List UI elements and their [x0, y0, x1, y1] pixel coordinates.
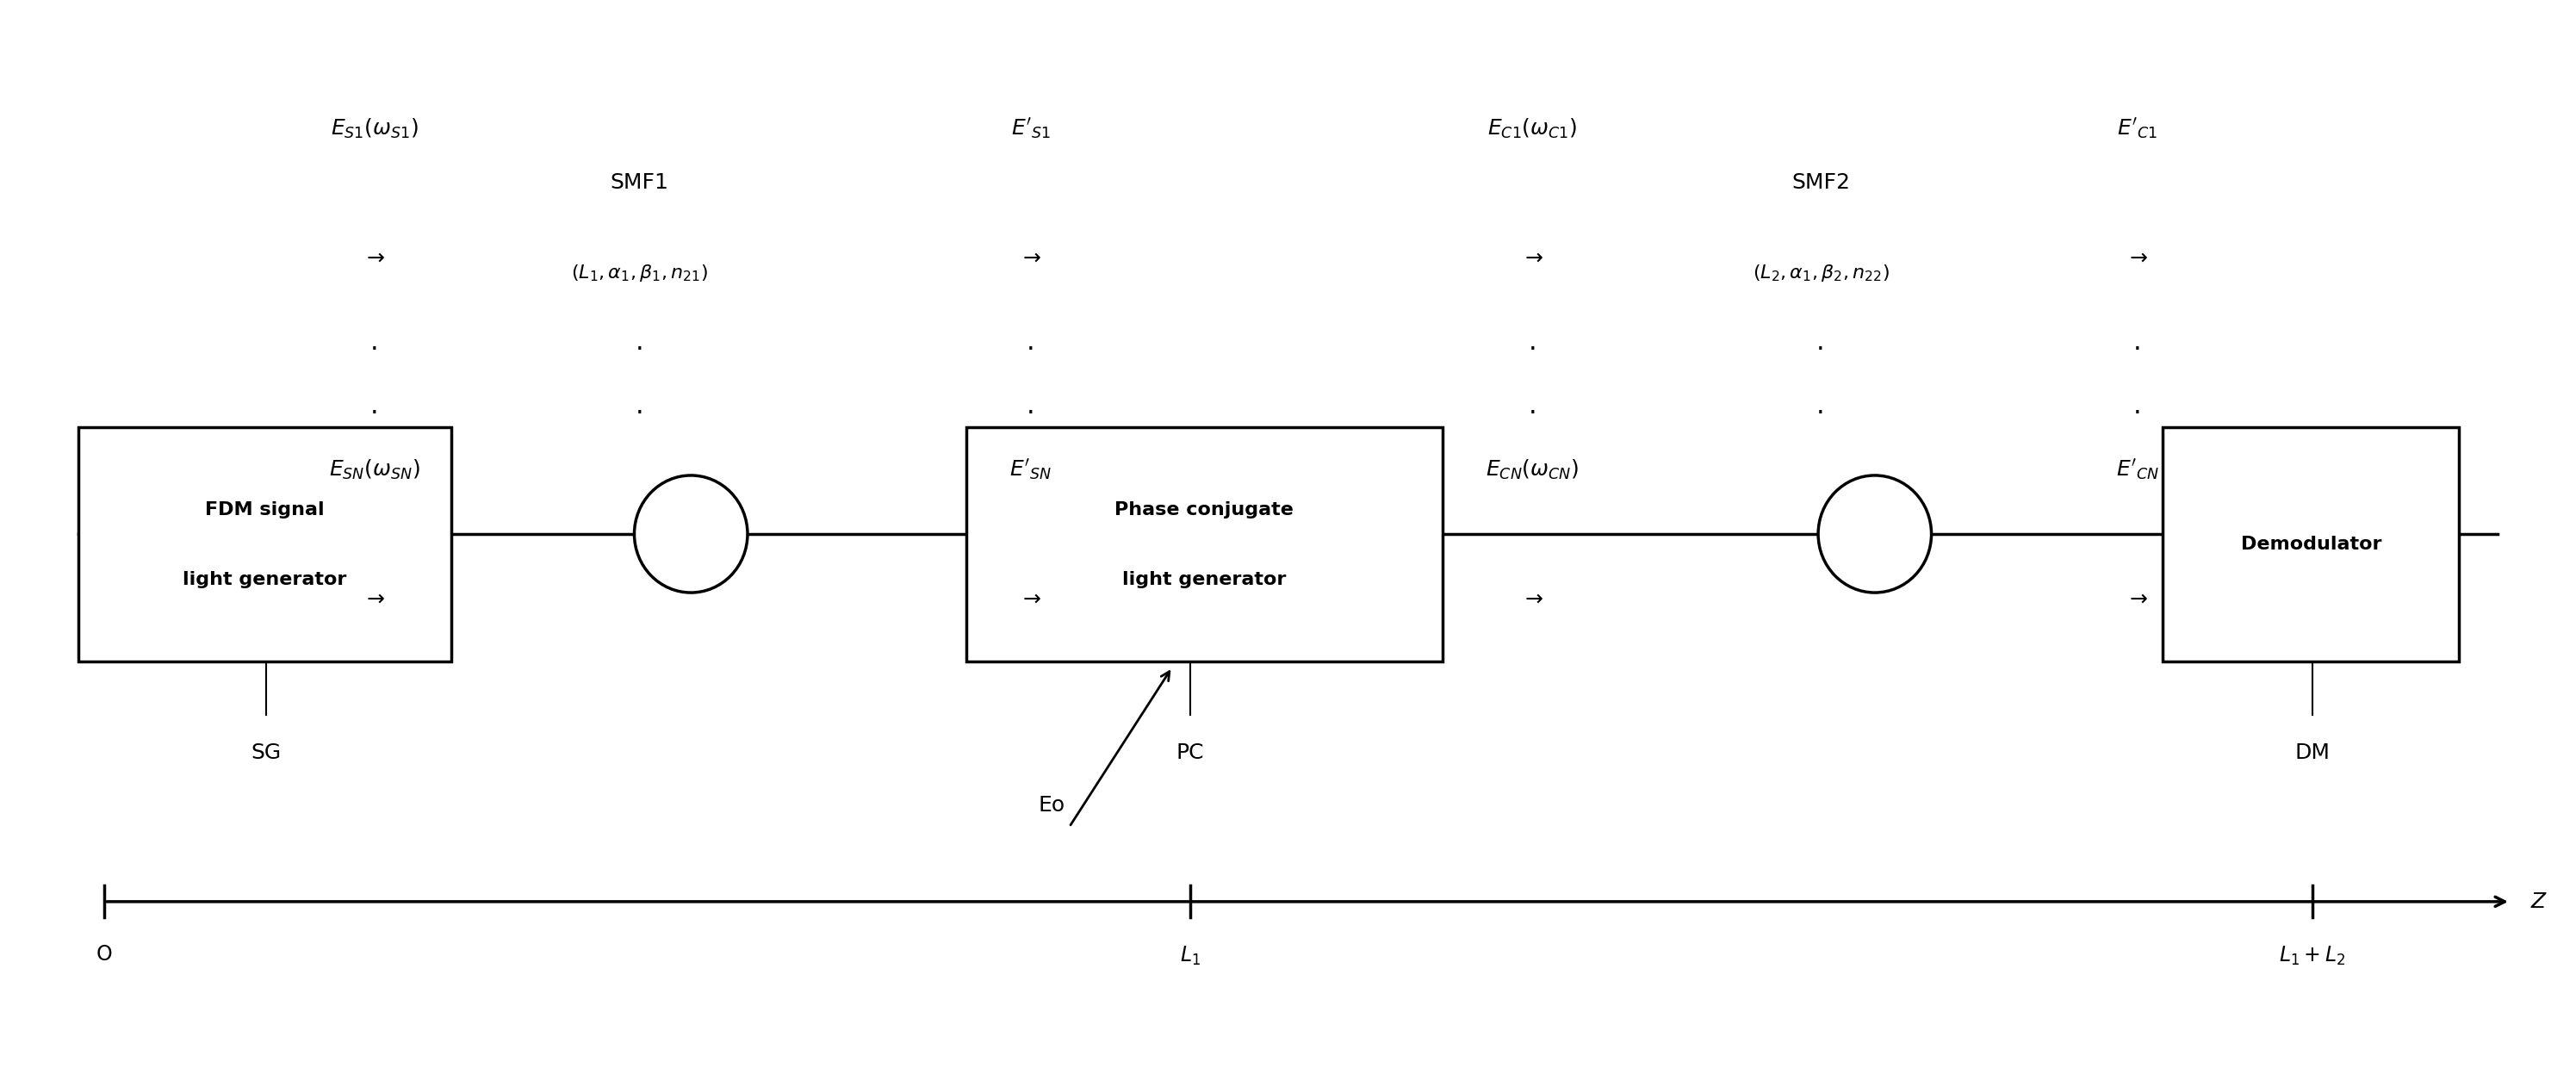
Text: $E_{CN}(\omega_{CN})$: $E_{CN}(\omega_{CN})$ [1486, 458, 1579, 482]
Text: $\rightarrow$: $\rightarrow$ [2125, 587, 2148, 609]
Text: .: . [636, 394, 644, 419]
Text: .: . [636, 330, 644, 355]
Text: SMF2: SMF2 [1790, 172, 1850, 192]
Text: .: . [1025, 394, 1036, 419]
Text: $\rightarrow$: $\rightarrow$ [363, 247, 386, 267]
Text: Phase conjugate: Phase conjugate [1115, 501, 1293, 519]
Text: .: . [2133, 330, 2141, 355]
Text: light generator: light generator [183, 570, 348, 587]
Text: Eo: Eo [1038, 796, 1064, 816]
Text: Z: Z [2532, 892, 2545, 912]
Bar [77, 427, 451, 662]
Text: $E_{C1}(\omega_{C1})$: $E_{C1}(\omega_{C1})$ [1486, 117, 1577, 141]
Text: $\rightarrow$: $\rightarrow$ [2125, 247, 2148, 267]
Bar [2164, 427, 2460, 662]
Text: Demodulator: Demodulator [2241, 536, 2380, 553]
Text: $E_{SN}(\omega_{SN})$: $E_{SN}(\omega_{SN})$ [330, 458, 420, 482]
Text: .: . [1528, 330, 1538, 355]
Text: $L_1$: $L_1$ [1180, 944, 1200, 967]
Text: $\rightarrow$: $\rightarrow$ [1020, 247, 1043, 267]
Text: $\rightarrow$: $\rightarrow$ [1020, 587, 1043, 609]
Bar [966, 427, 1443, 662]
Ellipse shape [634, 475, 747, 593]
Text: .: . [1816, 330, 1824, 355]
Text: .: . [371, 330, 379, 355]
Text: $E'_{CN}$: $E'_{CN}$ [2115, 458, 2159, 483]
Text: $\rightarrow$: $\rightarrow$ [363, 587, 386, 609]
Text: PC: PC [1177, 742, 1203, 763]
Text: $E'_{C1}$: $E'_{C1}$ [2117, 116, 2159, 141]
Text: FDM signal: FDM signal [206, 501, 325, 519]
Text: $\rightarrow$: $\rightarrow$ [1520, 247, 1543, 267]
Text: $E_{S1}(\omega_{S1})$: $E_{S1}(\omega_{S1})$ [330, 117, 417, 141]
Text: $L_1+L_2$: $L_1+L_2$ [2280, 944, 2347, 967]
Text: light generator: light generator [1123, 570, 1285, 587]
Text: .: . [1025, 330, 1036, 355]
Text: $E'_{SN}$: $E'_{SN}$ [1010, 458, 1051, 483]
Text: $(L_2,\alpha_1,\beta_2,n_{22})$: $(L_2,\alpha_1,\beta_2,n_{22})$ [1752, 263, 1888, 283]
Text: SMF1: SMF1 [611, 172, 670, 192]
Text: .: . [2133, 394, 2141, 419]
Text: .: . [1816, 394, 1824, 419]
Text: O: O [95, 944, 113, 964]
Text: $(L_1,\alpha_1,\beta_1,n_{21})$: $(L_1,\alpha_1,\beta_1,n_{21})$ [572, 263, 708, 283]
Text: DM: DM [2295, 742, 2329, 763]
Text: SG: SG [250, 742, 281, 763]
Text: $\rightarrow$: $\rightarrow$ [1520, 587, 1543, 609]
Text: .: . [1528, 394, 1538, 419]
Text: $E'_{S1}$: $E'_{S1}$ [1010, 116, 1051, 141]
Text: .: . [371, 394, 379, 419]
Ellipse shape [1819, 475, 1932, 593]
